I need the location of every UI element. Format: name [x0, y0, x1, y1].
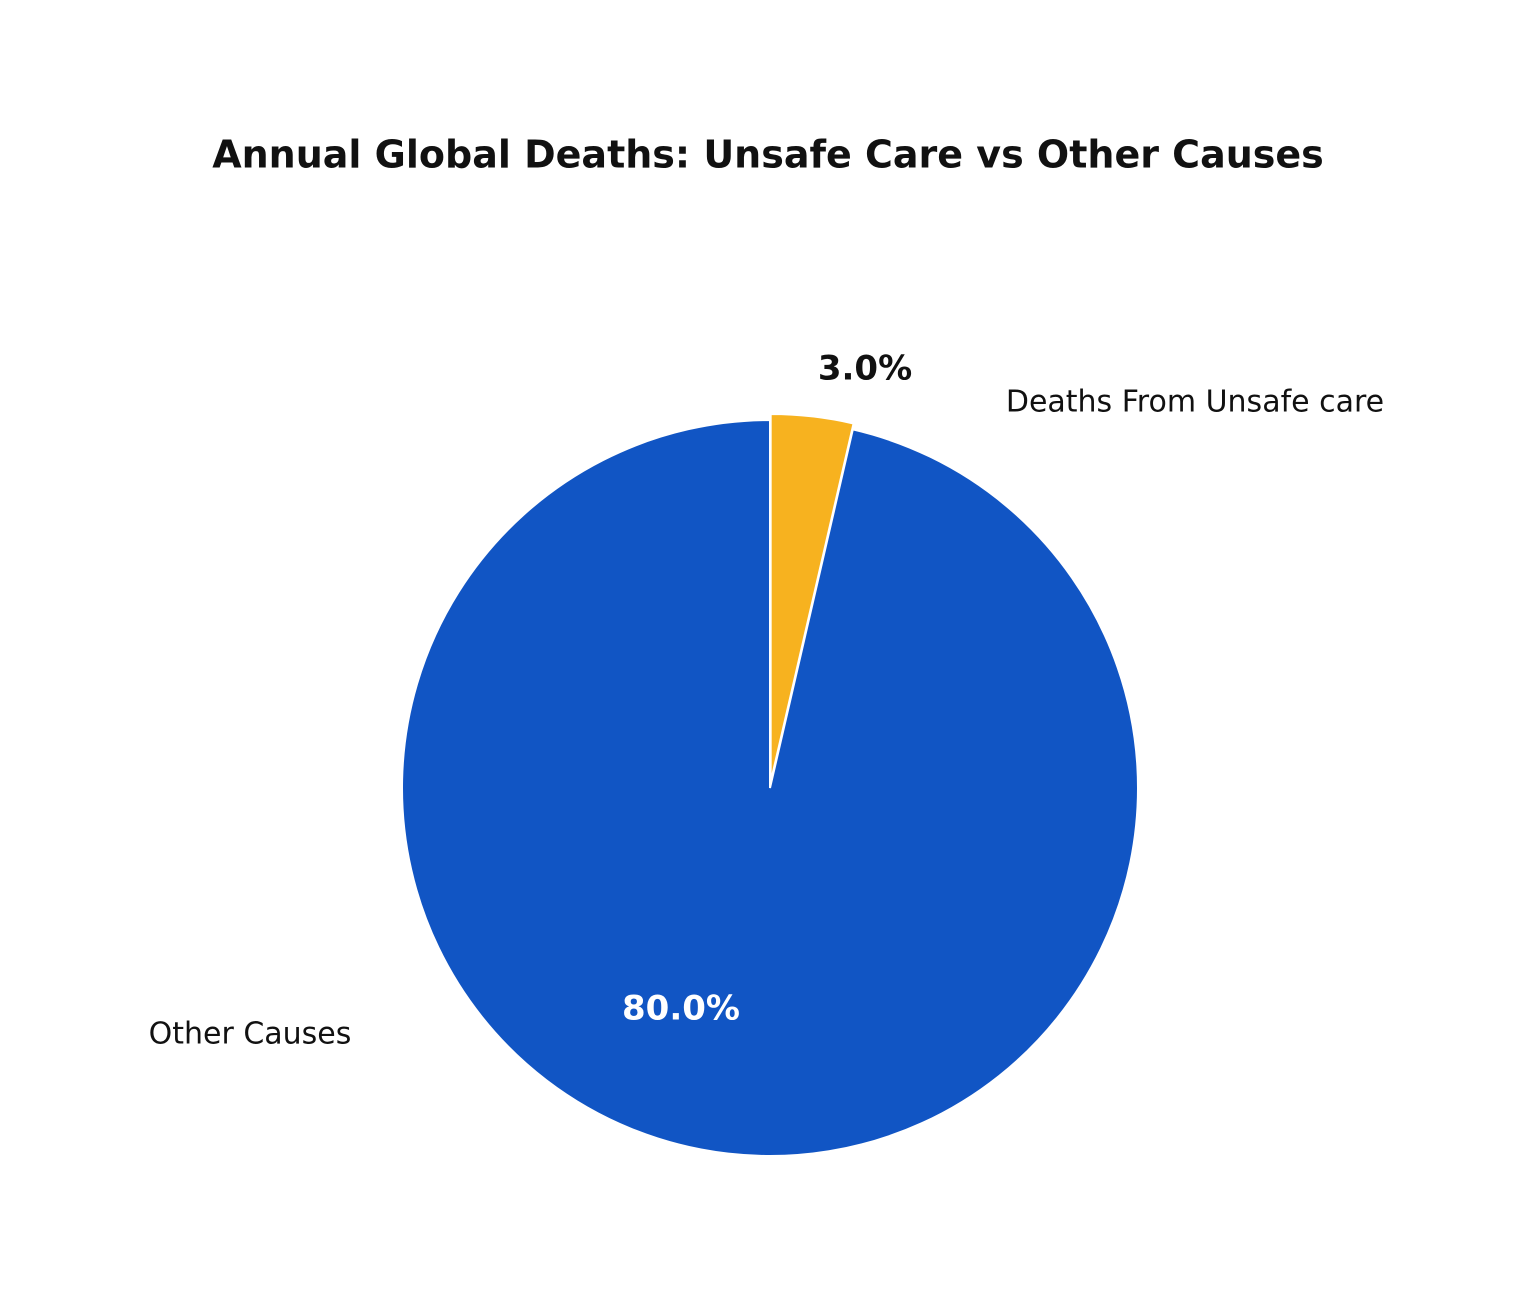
category-label: Deaths From Unsafe care [1006, 385, 1384, 420]
category-label: Other Causes [149, 1017, 352, 1052]
pie-slice [769, 413, 855, 783]
pie-slice [401, 418, 1139, 1157]
chart-title: Annual Global Deaths: Unsafe Care vs Oth… [212, 133, 1324, 177]
value-label: 3.0% [818, 349, 912, 389]
value-label: 80.0% [622, 989, 740, 1029]
